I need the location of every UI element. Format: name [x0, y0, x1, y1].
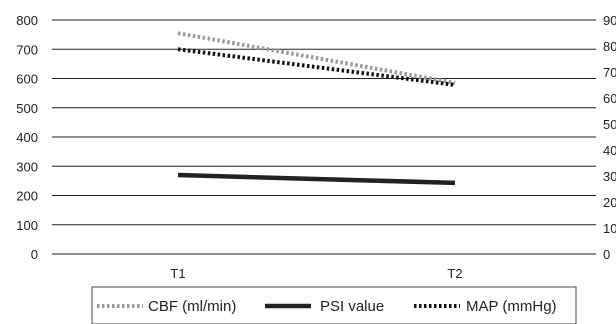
x-tick-label: T2 [447, 266, 462, 281]
x-tick-label: T1 [170, 266, 185, 281]
right-tick-label: 10 [603, 221, 616, 236]
right-tick-label: 20 [603, 195, 616, 210]
left-tick-label: 700 [16, 42, 38, 57]
right-tick-label: 80 [603, 39, 616, 54]
legend-label: PSI value [320, 298, 384, 315]
series-line-psi-value [177, 172, 456, 186]
right-tick-label: 90 [603, 13, 616, 28]
left-axis-ticks: 0 100 200 300 400 500 600 700 800 [16, 13, 38, 262]
right-tick-label: 60 [603, 91, 616, 106]
legend: CBF (ml/min) PSI value MAP (mmHg) [91, 286, 577, 324]
legend-label: CBF (ml/min) [148, 298, 236, 315]
right-tick-label: 50 [603, 117, 616, 132]
series-line-cbf-ml-min [177, 31, 456, 85]
left-tick-label: 200 [16, 189, 38, 204]
left-tick-label: 0 [31, 247, 38, 262]
series-line-map-mmhg [177, 47, 456, 87]
right-axis-ticks: 0 10 20 30 40 50 60 70 80 90 [603, 13, 616, 262]
legend-box [91, 286, 577, 324]
legend-label: MAP (mmHg) [466, 298, 557, 315]
right-tick-label: 40 [603, 143, 616, 158]
right-tick-label: 70 [603, 65, 616, 80]
series-lines [177, 31, 456, 186]
left-tick-label: 800 [16, 13, 38, 28]
right-tick-label: 0 [603, 247, 610, 262]
left-tick-label: 400 [16, 130, 38, 145]
left-tick-label: 600 [16, 72, 38, 87]
right-tick-label: 30 [603, 169, 616, 184]
left-tick-label: 500 [16, 101, 38, 116]
left-tick-label: 300 [16, 159, 38, 174]
x-axis-ticks: T1 T2 [170, 266, 462, 281]
left-tick-label: 100 [16, 218, 38, 233]
gridlines [52, 19, 596, 255]
